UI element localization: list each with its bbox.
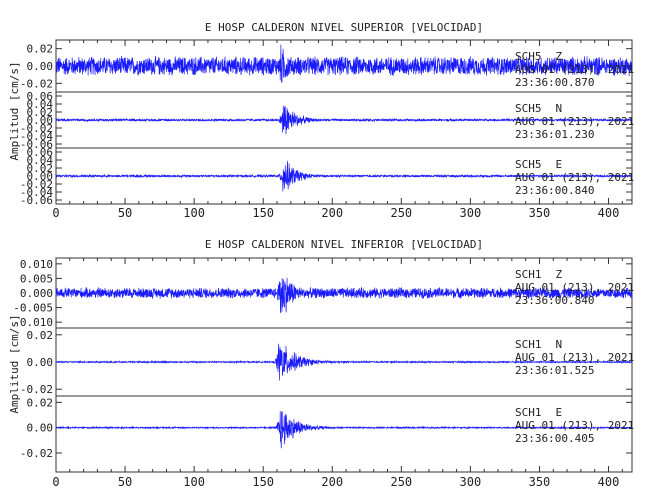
waveform-trace-sch5-z: [55, 44, 633, 83]
component-code: E: [556, 406, 563, 419]
x-tick-label: 0: [52, 475, 59, 489]
channel-date: AUG 01 (213), 2021: [515, 115, 634, 128]
channel-start-time: 23:36:00.840: [515, 184, 594, 197]
x-tick-label: 50: [118, 475, 132, 489]
y-tick-label: 0.02: [27, 329, 54, 342]
plot-frame: [55, 257, 633, 473]
y-tick-label: -0.02: [20, 178, 53, 191]
x-tick-label: 200: [321, 206, 343, 220]
figure-title: E HOSP CALDERON NIVEL INFERIOR [VELOCIDA…: [205, 238, 483, 251]
y-tick-label: -0.04: [20, 130, 53, 143]
plot-frame: [55, 39, 633, 205]
x-tick-label: 300: [460, 206, 482, 220]
x-tick-label: 250: [390, 206, 412, 220]
channel-date: AUG 01 (213), 2021: [515, 419, 634, 432]
channel-start-time: 23:36:01.230: [515, 128, 594, 141]
figure-title: E HOSP CALDERON NIVEL SUPERIOR [VELOCIDA…: [205, 21, 483, 34]
channel-start-time: 23:36:00.405: [515, 432, 594, 445]
y-tick-label: 0.04: [27, 98, 54, 111]
y-tick-label: 0.04: [27, 154, 54, 167]
y-tick-label: -0.010: [13, 316, 53, 329]
x-tick-label: 0: [52, 206, 59, 220]
y-tick-label: 0.000: [20, 287, 53, 300]
x-tick-label: 150: [252, 206, 274, 220]
x-tick-label: 150: [252, 475, 274, 489]
channel-label: SCH1 N: [515, 338, 562, 351]
waveform-trace-sch1-e: [55, 411, 633, 449]
y-tick-label: 0.00: [27, 114, 54, 127]
y-tick-label: 0.00: [27, 170, 54, 183]
x-tick-label: 300: [460, 475, 482, 489]
component-code: E: [556, 158, 563, 171]
channel-date: AUG 01 (213), 2021: [515, 171, 634, 184]
station-code: SCH1: [515, 268, 542, 281]
component-code: Z: [556, 268, 563, 281]
channel-label: SCH5 E: [515, 158, 562, 171]
y-axis-label: Amplitud [cm/s]: [8, 61, 21, 160]
component-code: Z: [556, 50, 563, 63]
channel-start-time: 23:36:00.840: [515, 294, 594, 307]
channel-label: SCH1 E: [515, 406, 562, 419]
y-tick-label: 0.06: [27, 90, 54, 103]
x-tick-label: 350: [529, 475, 551, 489]
waveform-trace-sch1-n: [55, 343, 633, 381]
y-tick-label: 0.00: [27, 60, 54, 73]
channel-start-time: 23:36:00.870: [515, 76, 594, 89]
x-tick-label: 350: [529, 206, 551, 220]
y-tick-label: -0.005: [13, 302, 53, 315]
y-tick-label: -0.04: [20, 186, 53, 199]
y-tick-label: 0.02: [27, 162, 54, 175]
y-tick-label: 0.02: [27, 396, 54, 409]
x-tick-label: 50: [118, 206, 132, 220]
y-tick-label: 0.00: [27, 422, 54, 435]
channel-start-time: 23:36:01.525: [515, 364, 594, 377]
component-code: N: [556, 102, 563, 115]
y-tick-label: 0.02: [27, 43, 54, 56]
station-code: SCH5: [515, 50, 542, 63]
y-tick-label: 0.010: [20, 258, 53, 271]
station-code: SCH5: [515, 158, 542, 171]
y-tick-label: 0.06: [27, 146, 54, 159]
channel-label: SCH5 Z: [515, 50, 563, 63]
x-tick-label: 400: [598, 206, 620, 220]
x-tick-label: 250: [390, 475, 412, 489]
waveform-trace-sch1-z: [55, 277, 633, 314]
y-tick-label: 0.02: [27, 106, 54, 119]
waveform-trace-sch5-n: [55, 105, 633, 135]
x-tick-label: 100: [183, 475, 205, 489]
x-tick-label: 200: [321, 475, 343, 489]
x-tick-label: 400: [598, 475, 620, 489]
y-tick-label: -0.02: [20, 383, 53, 396]
station-code: SCH5: [515, 102, 542, 115]
channel-date: AUG 01 (213), 2021: [515, 63, 634, 76]
y-axis-label: Amplitud [cm/s]: [8, 314, 21, 413]
y-tick-label: -0.06: [20, 138, 53, 151]
channel-label: SCH1 Z: [515, 268, 563, 281]
x-tick-label: 100: [183, 206, 205, 220]
y-tick-label: -0.06: [20, 194, 53, 207]
channel-label: SCH5 N: [515, 102, 562, 115]
station-code: SCH1: [515, 406, 542, 419]
station-code: SCH1: [515, 338, 542, 351]
y-tick-label: 0.005: [20, 272, 53, 285]
component-code: N: [556, 338, 563, 351]
waveform-trace-sch5-e: [55, 160, 633, 192]
y-tick-label: -0.02: [20, 447, 53, 460]
channel-date: AUG 01 (213), 2021: [515, 281, 634, 294]
y-tick-label: 0.00: [27, 356, 54, 369]
channel-date: AUG 01 (213), 2021: [515, 351, 634, 364]
y-tick-label: -0.02: [20, 77, 53, 90]
y-tick-label: -0.02: [20, 122, 53, 135]
